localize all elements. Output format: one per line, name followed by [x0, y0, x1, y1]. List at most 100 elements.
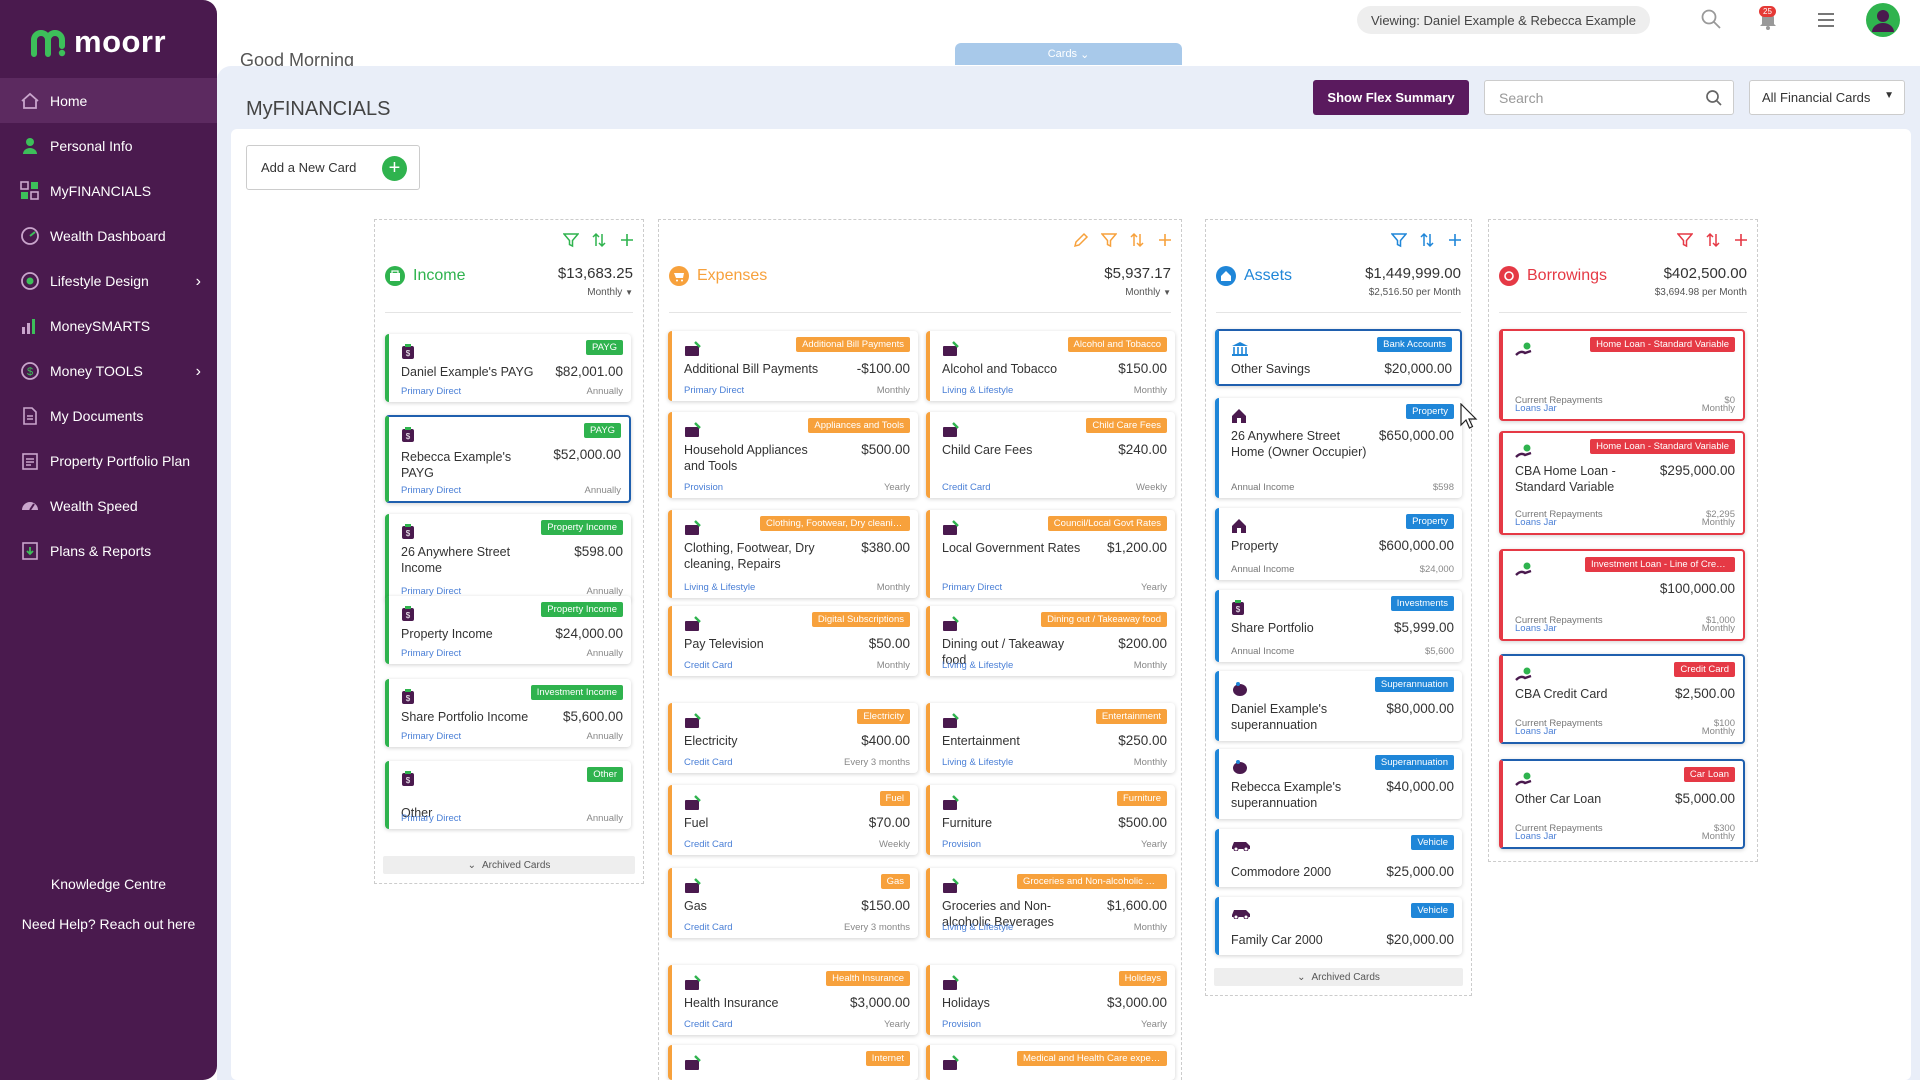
assets-title: Assets [1244, 267, 1293, 284]
expense-card[interactable]: Medical and Health Care expens... [926, 1045, 1175, 1080]
sidebar-item-lifestyle-design[interactable]: Lifestyle Design › [0, 258, 217, 303]
expense-card[interactable]: Additional Bill Payments Additional Bill … [668, 331, 918, 401]
expense-card[interactable]: Electricity Electricity $400.00 Credit Card… [668, 703, 918, 773]
filter-icon[interactable] [1391, 232, 1407, 248]
asset-card[interactable]: Property Property $600,000.00 Annual Income… [1215, 508, 1462, 580]
card-name: Daniel Example's PAYG [401, 365, 534, 379]
asset-card[interactable]: Vehicle Family Car 2000 $20,000.00 [1215, 897, 1462, 955]
card-name: Gas [684, 899, 707, 913]
filter-icon[interactable] [563, 232, 579, 248]
sidebar-item-property-portfolio-plan[interactable]: Property Portfolio Plan [0, 438, 217, 483]
add-icon[interactable] [1733, 232, 1749, 248]
show-flex-summary-button[interactable]: Show Flex Summary [1313, 80, 1469, 115]
archived-cards-toggle[interactable]: ⌄ Archived Cards [1214, 968, 1463, 986]
add-icon[interactable] [1447, 232, 1463, 248]
expense-card[interactable]: Clothing, Footwear, Dry cleaning, ... Clo… [668, 510, 918, 598]
asset-card[interactable]: Superannuation Daniel Example's superannu… [1215, 671, 1462, 741]
add-new-card-button[interactable]: Add a New Card + [246, 145, 420, 190]
expense-card[interactable]: Holidays Holidays $3,000.00 Provision Yearly [926, 965, 1175, 1035]
asset-card[interactable]: Property 26 Anywhere Street Home (Owner O… [1215, 398, 1462, 498]
expense-card[interactable]: Groceries and Non-alcoholic Bev... Grocer… [926, 868, 1175, 938]
borrowing-card[interactable]: Car Loan Other Car Loan $5,000.00 Current R… [1499, 759, 1745, 849]
income-card[interactable]: $ Property Income Property Income $24,000.0… [385, 596, 631, 664]
card-filter-dropdown[interactable]: All Financial Cards ▼ [1749, 80, 1905, 115]
asset-card[interactable]: Vehicle Commodore 2000 $25,000.00 [1215, 829, 1462, 887]
expense-card[interactable]: Dining out / Takeaway food Dining out / T… [926, 606, 1175, 676]
expense-card[interactable]: Health Insurance Health Insurance $3,000.0… [668, 965, 918, 1035]
filter-icon[interactable] [1101, 232, 1117, 248]
card-account: Loans Jar [1515, 726, 1557, 737]
plus-icon: + [382, 156, 407, 181]
sidebar-item-plans-reports[interactable]: Plans & Reports [0, 528, 217, 573]
asset-card[interactable]: Superannuation Rebecca Example's superann… [1215, 749, 1462, 819]
borrowing-card[interactable]: Investment Loan - Line of Credit (Inv...… [1499, 549, 1745, 641]
sidebar-item-moneysmarts[interactable]: MoneySMARTS [0, 303, 217, 348]
income-card[interactable]: $ Property Income 26 Anywhere Street Incom… [385, 514, 631, 602]
sort-icon[interactable] [1419, 232, 1435, 248]
help-link[interactable]: Need Help? Reach out here [21, 916, 196, 932]
expenses-title: Expenses [697, 267, 768, 284]
filter-icon[interactable] [1677, 232, 1693, 248]
search-icon[interactable] [1700, 8, 1722, 30]
expense-card[interactable]: Digital Subscriptions Pay Television $50.0… [668, 606, 918, 676]
card-category-badge: Internet [865, 1051, 910, 1066]
search-icon[interactable] [1705, 89, 1723, 107]
expense-card[interactable]: Appliances and Tools Household Appliances… [668, 412, 918, 498]
income-card[interactable]: $ PAYG Rebecca Example's PAYG $52,000.00 Pri… [385, 415, 631, 503]
expense-card[interactable]: Council/Local Govt Rates Local Government… [926, 510, 1175, 598]
expense-card[interactable]: Child Care Fees Child Care Fees $240.00 Cre… [926, 412, 1175, 498]
income-period-dropdown[interactable]: Monthly ▼ [587, 287, 633, 298]
search-input[interactable] [1499, 89, 1699, 106]
add-icon[interactable] [1157, 232, 1173, 248]
asset-card[interactable]: Bank Accounts Other Savings $20,000.00 [1215, 329, 1462, 386]
car-icon [1231, 839, 1251, 851]
expense-card[interactable]: Alcohol and Tobacco Alcohol and Tobacco $1… [926, 331, 1175, 401]
card-amount: $20,000.00 [1386, 932, 1454, 947]
money-icon [942, 713, 960, 729]
brand-logo[interactable]: moorr [30, 24, 166, 60]
borrowing-card[interactable]: Home Loan - Standard Variable Current Rep… [1499, 329, 1745, 421]
bank-icon [1231, 341, 1249, 357]
income-card[interactable]: $ PAYG Daniel Example's PAYG $82,001.00 Prim… [385, 334, 631, 402]
sidebar-item-money-tools[interactable]: $ Money TOOLS › [0, 348, 217, 393]
asset-card[interactable]: $ Investments Share Portfolio $5,999.00 Annu… [1215, 590, 1462, 662]
card-category-badge: Bank Accounts [1377, 337, 1452, 352]
repayments-value: $300 [1713, 823, 1735, 834]
income-card[interactable]: $ Investment Income Share Portfolio Income… [385, 679, 631, 747]
sort-icon[interactable] [1129, 232, 1145, 248]
sidebar-item-my-documents[interactable]: My Documents [0, 393, 217, 438]
card-name: Other [401, 806, 433, 820]
borrowing-card[interactable]: Home Loan - Standard Variable CBA Home Lo… [1499, 431, 1745, 535]
money-icon [942, 341, 960, 357]
sidebar-item-home[interactable]: Home [0, 78, 217, 123]
expense-card[interactable]: Entertainment Entertainment $250.00 Living … [926, 703, 1175, 773]
expense-card[interactable]: Furniture Furniture $500.00 Provision Yearly [926, 785, 1175, 855]
card-account: Loans Jar [1515, 403, 1557, 414]
sidebar-item-wealth-speed[interactable]: Wealth Speed [0, 483, 217, 528]
expense-card[interactable]: Gas Gas $150.00 Credit Card Every 3 months [668, 868, 918, 938]
cards-view-toggle[interactable]: Cards ⌄ [955, 43, 1182, 65]
borrowing-card[interactable]: Credit Card CBA Credit Card $2,500.00 Curre… [1499, 654, 1745, 744]
expenses-period-dropdown[interactable]: Monthly ▼ [1125, 287, 1171, 298]
expense-card[interactable]: Fuel Fuel $70.00 Credit Card Weekly [668, 785, 918, 855]
card-amount: $2,500.00 [1674, 686, 1735, 701]
knowledge-centre-link[interactable]: Knowledge Centre [50, 876, 167, 892]
sidebar-item-myfinancials[interactable]: MyFINANCIALS [0, 168, 217, 213]
sidebar-item-wealth-dashboard[interactable]: Wealth Dashboard [0, 213, 217, 258]
archived-cards-toggle[interactable]: ⌄ Archived Cards [383, 856, 635, 874]
avatar[interactable] [1866, 3, 1900, 37]
menu-icon[interactable] [1816, 11, 1836, 29]
sort-icon[interactable] [1705, 232, 1721, 248]
add-icon[interactable] [619, 232, 635, 248]
sort-icon[interactable] [591, 232, 607, 248]
money-icon [684, 1055, 702, 1071]
income-card[interactable]: $ Other Other Primary Direct Annually [385, 761, 631, 829]
viewing-selector[interactable]: Viewing: Daniel Example & Rebecca Exampl… [1357, 6, 1650, 34]
card-amount: $600,000.00 [1378, 538, 1454, 553]
search-field[interactable] [1484, 80, 1734, 115]
card-category-badge: Property [1406, 514, 1454, 529]
edit-icon[interactable] [1073, 232, 1089, 248]
sidebar-item-personal-info[interactable]: Personal Info [0, 123, 217, 168]
expense-card[interactable]: Internet [668, 1045, 918, 1080]
document-icon [20, 406, 40, 426]
